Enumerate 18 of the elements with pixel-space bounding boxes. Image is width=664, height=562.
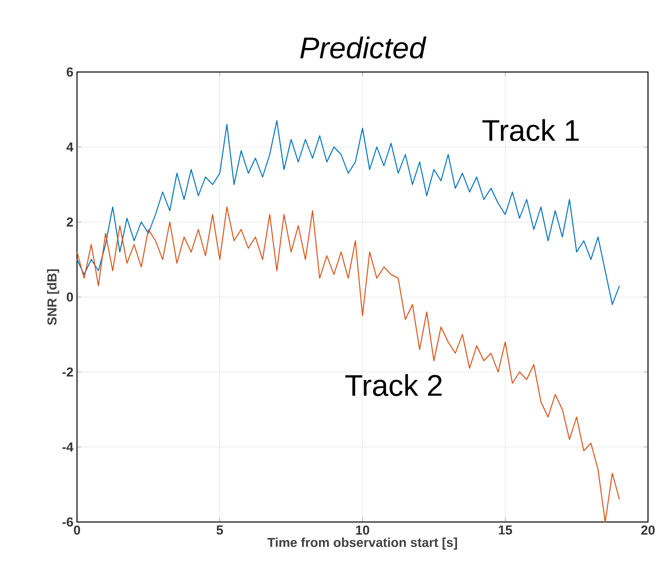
y-tick-label: 4 bbox=[66, 142, 74, 152]
y-tick-label: 6 bbox=[66, 67, 74, 77]
y-axis-title: SNR [dB] bbox=[47, 269, 60, 326]
x-tick-label: 10 bbox=[356, 526, 370, 535]
x-axis-title: Time from observation start [s] bbox=[267, 538, 458, 550]
y-tick-label: -2 bbox=[62, 367, 73, 377]
x-tick-label: 0 bbox=[74, 526, 80, 535]
y-tick-label: 2 bbox=[66, 217, 73, 227]
y-tick-label: -6 bbox=[62, 517, 74, 527]
x-tick-label: 15 bbox=[498, 526, 512, 535]
line-series bbox=[76, 206, 620, 522]
series-label: Track 2 bbox=[345, 374, 442, 396]
chart-title: Predicted bbox=[300, 36, 426, 59]
y-tick-label: -4 bbox=[62, 442, 74, 452]
x-tick-label: 20 bbox=[641, 526, 655, 535]
series-label: Track 1 bbox=[482, 119, 579, 142]
y-tick-label: 0 bbox=[66, 292, 73, 302]
x-tick-label: 5 bbox=[216, 526, 223, 535]
